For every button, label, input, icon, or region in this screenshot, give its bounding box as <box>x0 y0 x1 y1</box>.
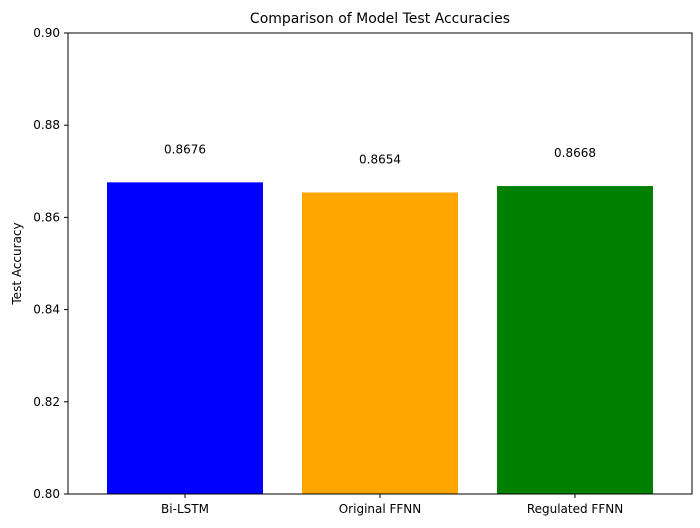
y-tick-label: 0.82 <box>33 395 60 409</box>
y-tick-label: 0.84 <box>33 303 60 317</box>
chart-title: Comparison of Model Test Accuracies <box>250 11 510 27</box>
x-tick-label: Regulated FFNN <box>527 502 623 516</box>
value-labels-group: 0.8676 0.8654 0.8668 <box>164 142 596 166</box>
x-tick-label: Bi-LSTM <box>161 502 209 516</box>
bar-bi-lstm <box>107 182 263 495</box>
y-axis: 0.80 0.82 0.84 0.86 0.88 0.90 <box>33 26 68 501</box>
bar-original-ffnn <box>302 192 458 494</box>
x-tick-label: Original FFNN <box>339 502 422 516</box>
bars-group <box>107 182 653 495</box>
bar-value-label: 0.8676 <box>164 142 206 156</box>
y-axis-label: Test Accuracy <box>10 222 24 305</box>
bar-value-label: 0.8668 <box>554 146 596 160</box>
bar-value-label: 0.8654 <box>359 152 401 166</box>
y-tick-label: 0.86 <box>33 210 60 224</box>
y-tick-label: 0.88 <box>33 118 60 132</box>
x-axis: Bi-LSTM Original FFNN Regulated FFNN <box>161 494 623 516</box>
bar-regulated-ffnn <box>497 186 653 495</box>
y-tick-label: 0.90 <box>33 26 60 40</box>
y-tick-label: 0.80 <box>33 487 60 501</box>
